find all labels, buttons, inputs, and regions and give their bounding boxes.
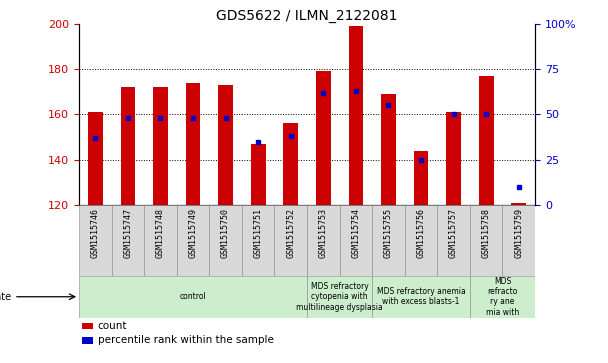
Bar — [470, 276, 535, 318]
Text: GSM1515749: GSM1515749 — [188, 208, 198, 258]
Bar — [209, 205, 242, 276]
Title: GDS5622 / ILMN_2122081: GDS5622 / ILMN_2122081 — [216, 9, 398, 23]
Text: GSM1515746: GSM1515746 — [91, 208, 100, 258]
Bar — [81, 323, 93, 329]
Text: GSM1515758: GSM1515758 — [482, 208, 491, 258]
Bar — [218, 85, 233, 205]
Bar — [511, 203, 526, 205]
Text: GSM1515752: GSM1515752 — [286, 208, 295, 258]
Bar — [177, 205, 209, 276]
Bar — [372, 205, 405, 276]
Bar — [405, 205, 437, 276]
Bar — [185, 82, 201, 205]
Bar — [446, 112, 461, 205]
Bar — [79, 205, 112, 276]
Text: GSM1515747: GSM1515747 — [123, 208, 133, 258]
Text: GSM1515755: GSM1515755 — [384, 208, 393, 258]
Text: MDS refractory
cytopenia with
multilineage dysplasia: MDS refractory cytopenia with multilinea… — [296, 282, 383, 312]
Text: control: control — [180, 292, 206, 301]
Bar — [502, 205, 535, 276]
Text: GSM1515754: GSM1515754 — [351, 208, 361, 258]
Bar — [307, 276, 372, 318]
Text: GSM1515751: GSM1515751 — [254, 208, 263, 258]
Bar — [348, 26, 363, 205]
Bar — [479, 76, 494, 205]
Bar — [316, 71, 331, 205]
Bar — [283, 123, 298, 205]
Bar — [153, 87, 168, 205]
Text: MDS refractory anemia
with excess blasts-1: MDS refractory anemia with excess blasts… — [377, 287, 465, 306]
Bar — [144, 205, 177, 276]
Text: GSM1515750: GSM1515750 — [221, 208, 230, 258]
Bar — [381, 94, 396, 205]
Bar — [112, 205, 144, 276]
Text: GSM1515756: GSM1515756 — [416, 208, 426, 258]
Text: MDS
refracto
ry ane
mia with: MDS refracto ry ane mia with — [486, 277, 519, 317]
Bar — [88, 112, 103, 205]
Text: GSM1515753: GSM1515753 — [319, 208, 328, 258]
Bar — [307, 205, 340, 276]
Text: disease state: disease state — [0, 292, 11, 302]
Bar — [413, 151, 429, 205]
Bar — [274, 205, 307, 276]
Text: count: count — [98, 321, 127, 331]
Bar — [242, 205, 274, 276]
Bar — [120, 87, 135, 205]
Bar — [79, 276, 307, 318]
Bar — [437, 205, 470, 276]
Bar — [372, 276, 470, 318]
Bar — [470, 205, 502, 276]
Bar — [81, 337, 93, 344]
Text: GSM1515757: GSM1515757 — [449, 208, 458, 258]
Text: GSM1515759: GSM1515759 — [514, 208, 523, 258]
Bar — [251, 144, 266, 205]
Bar — [340, 205, 372, 276]
Text: percentile rank within the sample: percentile rank within the sample — [98, 335, 274, 346]
Text: GSM1515748: GSM1515748 — [156, 208, 165, 258]
